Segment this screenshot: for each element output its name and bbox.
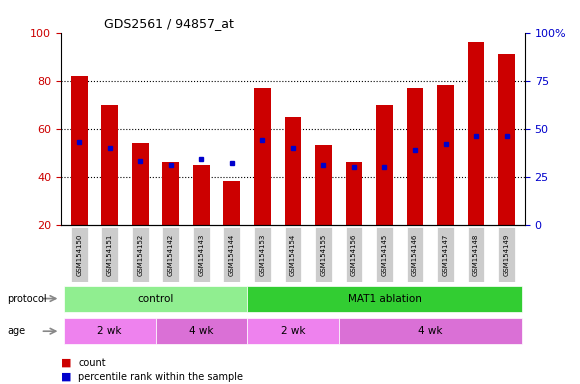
Bar <box>64 318 155 344</box>
Bar <box>254 88 271 225</box>
Text: GSM154155: GSM154155 <box>320 233 327 276</box>
Bar <box>315 227 332 282</box>
Bar <box>346 162 362 225</box>
Bar <box>285 227 301 282</box>
Bar <box>71 227 88 282</box>
Bar <box>467 42 484 225</box>
Text: ■: ■ <box>61 358 71 368</box>
Bar <box>162 162 179 225</box>
Text: MAT1 ablation: MAT1 ablation <box>347 293 422 304</box>
Bar <box>376 105 393 225</box>
Text: GSM154145: GSM154145 <box>382 233 387 276</box>
Text: GSM154156: GSM154156 <box>351 233 357 276</box>
Bar <box>162 227 179 282</box>
Text: 2 wk: 2 wk <box>281 326 305 336</box>
Bar <box>247 318 339 344</box>
Bar <box>254 227 271 282</box>
Text: GSM154150: GSM154150 <box>76 233 82 276</box>
Text: GDS2561 / 94857_at: GDS2561 / 94857_at <box>104 17 234 30</box>
Bar <box>407 227 423 282</box>
Bar <box>346 227 362 282</box>
Bar <box>467 227 484 282</box>
Text: GSM154144: GSM154144 <box>229 233 235 276</box>
Bar <box>132 227 148 282</box>
Text: count: count <box>78 358 106 368</box>
Bar <box>71 76 88 225</box>
Bar <box>247 286 522 311</box>
Bar <box>132 143 148 225</box>
Bar <box>193 227 210 282</box>
Text: GSM154149: GSM154149 <box>503 233 510 276</box>
Text: GSM154147: GSM154147 <box>443 233 448 276</box>
Text: 4 wk: 4 wk <box>418 326 443 336</box>
Text: protocol: protocol <box>7 294 46 304</box>
Bar <box>102 105 118 225</box>
Bar <box>315 146 332 225</box>
Bar <box>155 318 247 344</box>
Bar <box>223 182 240 225</box>
Text: GSM154152: GSM154152 <box>137 233 143 276</box>
Bar <box>285 117 301 225</box>
Bar <box>437 86 454 225</box>
Bar <box>102 227 118 282</box>
Bar <box>407 88 423 225</box>
Text: ■: ■ <box>61 372 71 382</box>
Bar <box>193 165 210 225</box>
Text: GSM154146: GSM154146 <box>412 233 418 276</box>
Text: 4 wk: 4 wk <box>189 326 213 336</box>
Text: GSM154151: GSM154151 <box>107 233 113 276</box>
Text: percentile rank within the sample: percentile rank within the sample <box>78 372 243 382</box>
Text: control: control <box>137 293 174 304</box>
Bar <box>498 54 515 225</box>
Bar <box>498 227 515 282</box>
Text: GSM154148: GSM154148 <box>473 233 479 276</box>
Text: GSM154143: GSM154143 <box>198 233 204 276</box>
Text: GSM154142: GSM154142 <box>168 233 174 276</box>
Text: GSM154154: GSM154154 <box>290 233 296 276</box>
Bar <box>376 227 393 282</box>
Text: GSM154153: GSM154153 <box>259 233 266 276</box>
Bar <box>437 227 454 282</box>
Bar <box>339 318 522 344</box>
Bar <box>223 227 240 282</box>
Bar <box>64 286 247 311</box>
Text: age: age <box>7 326 25 336</box>
Text: 2 wk: 2 wk <box>97 326 122 336</box>
